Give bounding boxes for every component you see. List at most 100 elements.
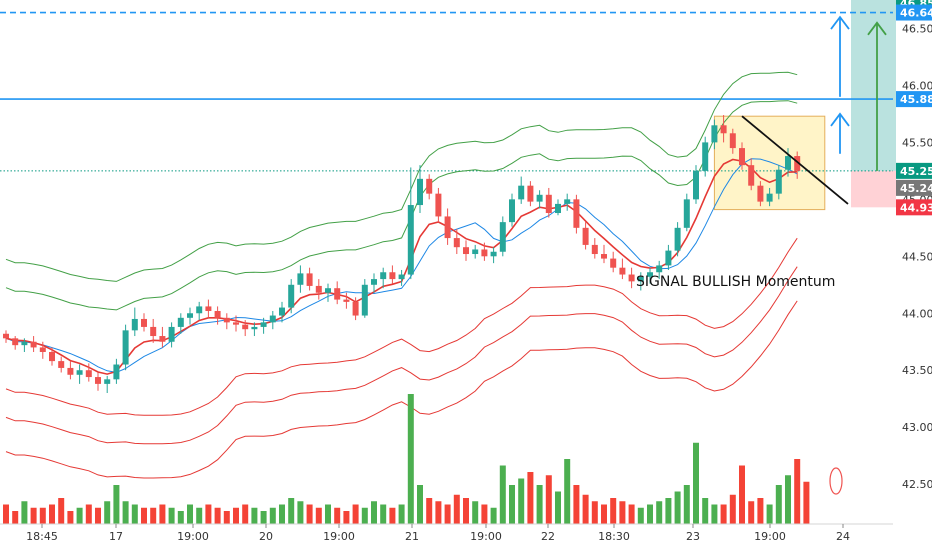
candle-body [223,317,230,323]
candle-body [168,326,175,342]
arrow-green-head [867,21,887,36]
volume-bar [509,485,515,524]
candle-body [647,272,653,277]
volume-bar [463,498,469,524]
candle-body [21,341,28,346]
volume-bar [555,491,561,524]
candle-body [656,265,663,273]
volume-bar [177,511,184,524]
candle-body [453,238,460,248]
candle-body [3,333,9,339]
y-tick-label: 44.00 [902,307,932,320]
volume-bar [499,465,506,524]
candle-body [380,272,387,280]
candle-body [407,205,414,275]
volume-bar [85,504,92,524]
volume-bar [794,459,801,524]
candle-body [463,247,469,255]
price-badge-label: 44.93 [900,201,932,214]
volume-bar [674,491,681,524]
candle-body [610,258,617,268]
trend-line [741,115,849,205]
price-badge-label: 45.25 [900,165,932,178]
candle-body [352,301,359,316]
candle-body [288,284,295,308]
volume-bar [656,501,663,524]
volume-bar [76,507,83,524]
candle-body [297,273,304,285]
candle-body [76,370,83,375]
y-tick-label: 43.00 [902,421,932,434]
candle-body [499,222,506,252]
band-upper-1 [5,71,798,282]
candle-body [444,216,451,239]
x-tick-label: 20 [259,530,273,543]
candle-body [131,318,138,331]
candle-body [665,250,672,266]
x-tick-label: 19:00 [754,530,786,543]
candle-body [389,272,396,280]
y-tick-label: 45.50 [902,136,932,149]
x-tick-label: 18:45 [26,530,58,543]
candle-body [325,288,331,293]
candle-body [601,254,607,259]
candle-body [334,288,341,300]
candle-body [674,227,681,251]
volume-bar [683,485,690,524]
arrow-blue-lower-head [830,112,850,127]
y-tick-label: 42.50 [902,478,932,491]
candle-body [536,194,543,202]
volume-bar [49,504,55,524]
candle-body [729,133,736,149]
candle-body [757,185,764,202]
volume-bar [223,511,230,524]
price-badge-label: 45.88 [900,93,932,106]
candle-body [472,249,479,255]
volume-bar [398,504,405,524]
volume-bar [693,442,699,524]
volume-bar [490,507,497,524]
volume-bar [775,485,782,524]
stop-zone [851,170,896,208]
signal-annotation: SIGNAL BULLISH Momentum [636,274,835,290]
candle-body [177,317,184,327]
x-tick-label: 18:30 [598,530,630,543]
band-upper-2 [5,100,798,311]
volume-bar [610,498,617,524]
candle-body [628,274,635,282]
volume-bar [260,511,267,524]
volume-bar [619,501,626,524]
candle-body [748,165,755,186]
band-lower-3 [5,300,798,479]
candle-body [39,347,46,352]
volume-bar [426,498,433,524]
volume-bar [30,507,37,524]
candle-body [30,341,37,348]
x-tick-label: 17 [109,530,123,543]
volume-bar [729,494,736,524]
price-badge [896,91,932,108]
volume-bar [297,501,304,524]
volume-bar [58,498,65,524]
sma-line [5,158,798,373]
volume-bar [315,507,322,524]
volume-bar [720,504,727,524]
candle-body [739,148,745,166]
volume-bar [371,501,377,524]
volume-bar [665,498,672,524]
volume-bar [628,504,635,524]
volume-bar [757,498,764,524]
volume-bar [306,504,313,524]
candle-body [159,336,166,342]
volume-bar [352,504,359,524]
candle-body [785,156,791,170]
x-tick-label: 19:00 [323,530,355,543]
candle-body [693,170,699,200]
volume-bar [785,475,791,524]
volume-bar [361,507,368,524]
candle-body [315,285,322,293]
x-tick-label: 19:00 [177,530,209,543]
volume-bar [601,504,607,524]
volume-bar [251,507,258,524]
